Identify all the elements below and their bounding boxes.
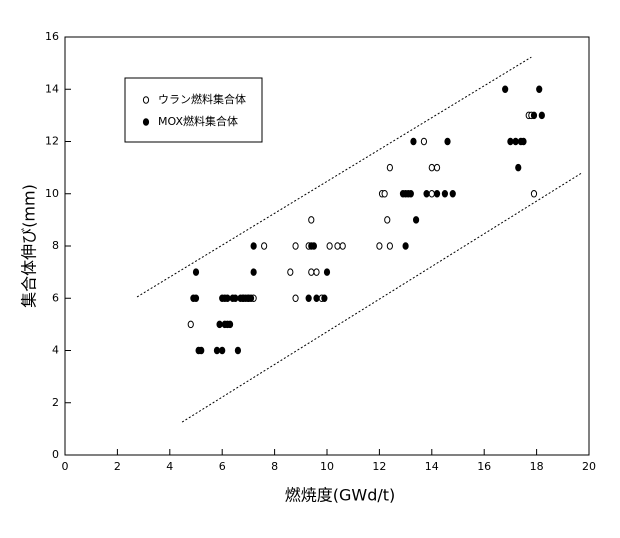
legend-label: ウラン燃料集合体 xyxy=(158,92,246,106)
point xyxy=(224,294,231,302)
point xyxy=(428,190,435,198)
point xyxy=(187,320,194,329)
point xyxy=(250,268,257,276)
x-tick-label: 8 xyxy=(271,460,278,473)
x-tick-label: 20 xyxy=(582,460,596,473)
x-tick-label: 0 xyxy=(62,460,69,473)
x-tick-label: 18 xyxy=(530,460,544,473)
point xyxy=(381,190,388,198)
point xyxy=(386,163,393,172)
legend-label: MOX燃料集合体 xyxy=(158,114,238,128)
y-tick-label: 8 xyxy=(52,239,59,252)
point xyxy=(512,137,519,146)
legend-marker xyxy=(142,96,150,104)
point xyxy=(428,163,435,172)
point xyxy=(386,242,393,250)
point xyxy=(423,190,430,198)
point xyxy=(234,346,242,355)
point xyxy=(192,294,200,302)
y-tick-label: 0 xyxy=(52,448,59,461)
bound-line xyxy=(136,56,532,298)
point xyxy=(321,294,328,302)
y-axis-label: 集合体伸び(mm) xyxy=(20,184,39,308)
x-tick-label: 12 xyxy=(372,460,386,473)
point xyxy=(538,111,545,120)
x-tick-label: 4 xyxy=(166,460,173,473)
point xyxy=(412,216,420,224)
y-tick-label: 14 xyxy=(45,82,59,95)
legend-marker xyxy=(142,118,150,126)
x-tick-label: 2 xyxy=(114,460,121,473)
point xyxy=(308,268,315,276)
point xyxy=(515,163,522,172)
point xyxy=(216,320,223,329)
point xyxy=(192,268,200,276)
point xyxy=(530,190,538,198)
x-tick-label: 16 xyxy=(477,460,491,473)
point xyxy=(334,242,341,250)
y-tick-label: 12 xyxy=(45,135,59,148)
x-axis-label: 燃焼度(GWd/t) xyxy=(285,486,396,505)
point xyxy=(247,294,255,302)
bound-line xyxy=(181,172,583,423)
x-tick-label: 14 xyxy=(425,460,439,473)
point xyxy=(261,242,268,250)
x-tick-label: 10 xyxy=(320,460,334,473)
point xyxy=(520,137,527,146)
y-tick-label: 4 xyxy=(52,344,59,357)
point xyxy=(410,137,417,146)
point xyxy=(305,294,312,302)
point xyxy=(292,294,299,302)
y-tick-label: 10 xyxy=(45,187,59,200)
point xyxy=(250,242,257,250)
point xyxy=(339,242,346,250)
point xyxy=(308,216,315,224)
point xyxy=(449,190,456,198)
point xyxy=(507,137,514,146)
point xyxy=(232,294,239,302)
point xyxy=(213,346,221,355)
point xyxy=(407,190,414,198)
point xyxy=(226,320,234,329)
point xyxy=(384,216,391,224)
point xyxy=(441,190,448,198)
point xyxy=(420,137,428,146)
point xyxy=(376,242,383,250)
point xyxy=(433,190,441,198)
y-tick-label: 16 xyxy=(45,30,59,43)
x-tick-label: 6 xyxy=(219,460,226,473)
point xyxy=(326,242,333,250)
point xyxy=(313,294,320,302)
point xyxy=(313,268,320,276)
y-tick-label: 2 xyxy=(52,396,59,409)
point xyxy=(433,163,441,172)
point xyxy=(530,111,538,120)
point xyxy=(444,137,451,146)
point xyxy=(323,268,331,276)
point xyxy=(310,242,317,250)
point xyxy=(502,85,509,93)
y-tick-label: 6 xyxy=(52,291,59,304)
point xyxy=(292,242,299,250)
point xyxy=(219,346,226,355)
point xyxy=(402,242,409,250)
point xyxy=(287,268,294,276)
point xyxy=(536,85,543,93)
point xyxy=(198,346,205,355)
legend-box xyxy=(124,77,263,143)
